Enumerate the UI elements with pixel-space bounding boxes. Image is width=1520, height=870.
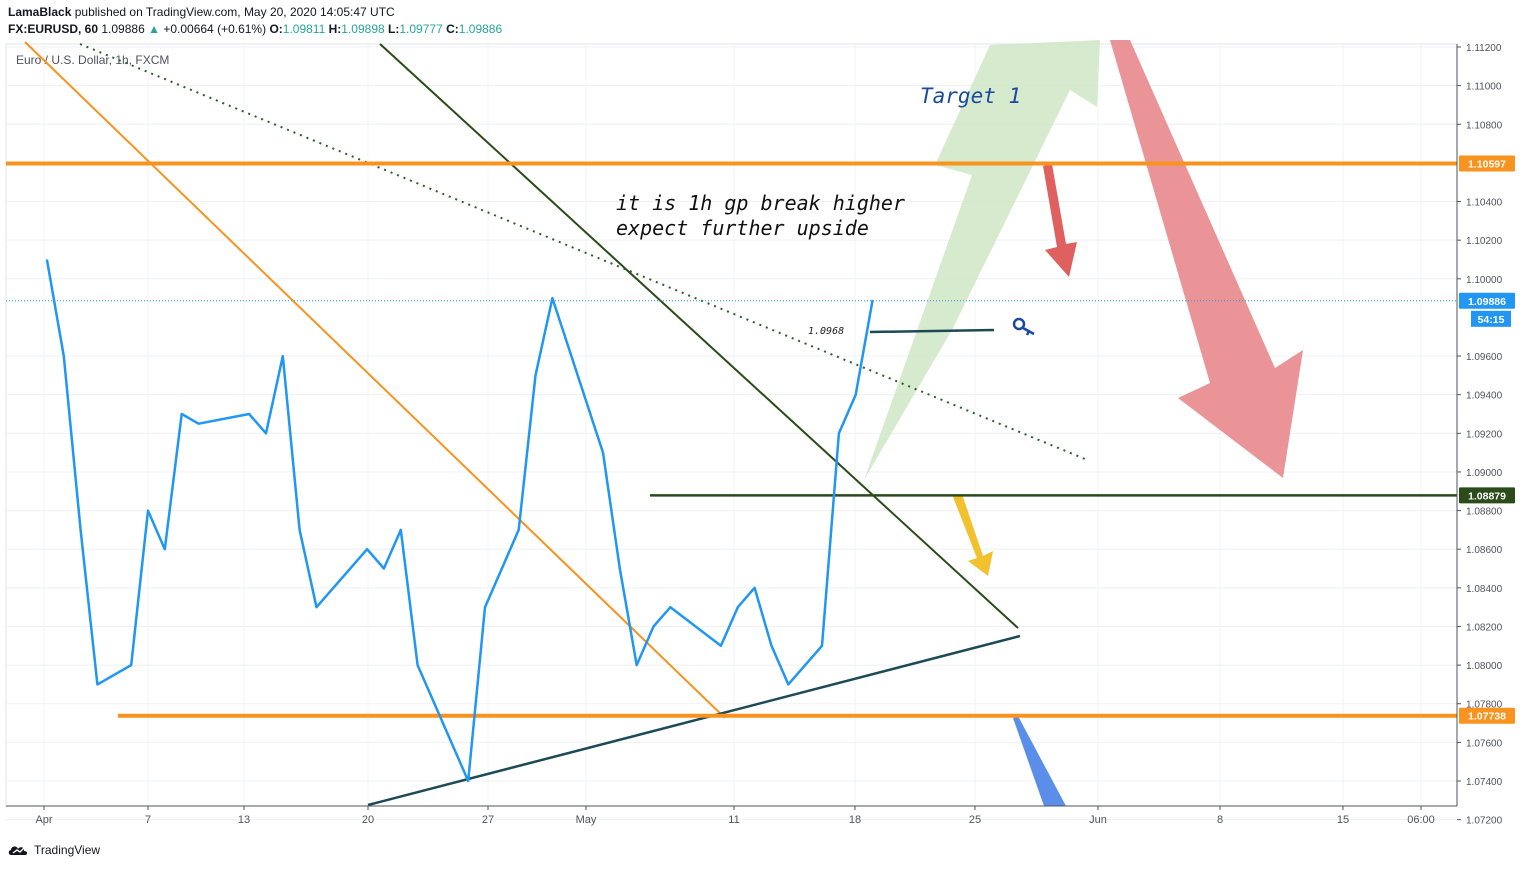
x-tick-label: Apr [35,814,52,826]
x-tick-label: 15 [1337,814,1349,826]
price-label-box[interactable] [1459,487,1515,504]
low-label: L: [388,22,400,36]
price-label-box[interactable] [1459,292,1515,309]
y-tick-label: 1.08600 [1466,545,1503,556]
comment-line-1: it is 1h gp break higher [616,191,905,215]
x-tick-label: 06:00 [1407,814,1435,826]
tradingview-cloud-icon [8,846,28,855]
chart-title: Euro / U.S. Dollar, 1h, FXCM [16,53,169,67]
target-arrow[interactable] [864,40,1100,480]
y-tick-label: 1.11200 [1466,43,1502,54]
high-value: 1.09898 [341,22,385,36]
countdown-text: 54:15 [1478,314,1505,326]
x-tick-label: May [576,814,597,826]
y-tick-label: 1.09200 [1466,429,1503,440]
level-note: 1.0968 [808,326,844,337]
price-label-text: 1.09886 [1468,296,1506,308]
high-label: H: [328,22,342,36]
countdown-box [1471,310,1511,327]
blue-arrow[interactable] [1013,716,1066,806]
y-tick-label: 1.10200 [1466,236,1503,247]
comment-line-2: expect further upside [616,216,869,240]
y-tick-label: 1.07400 [1466,777,1503,788]
y-tick-label: 1.08400 [1466,584,1503,595]
key-icon[interactable] [1012,317,1035,336]
y-tick-label: 1.08200 [1466,622,1503,633]
author-name[interactable]: LamaBlack [8,5,72,19]
y-tick-label: 1.07600 [1466,738,1503,749]
brand-label: TradingView [34,843,101,857]
y-tick-label: 1.09000 [1466,468,1503,479]
y-tick-label: 1.07800 [1466,700,1503,711]
x-tick-label: 27 [482,814,494,826]
x-tick-label: 20 [362,814,374,826]
x-tick-label: 11 [728,814,739,826]
x-tick-label: 13 [238,814,250,826]
price-label-box[interactable] [1459,155,1515,172]
ascending-trendline[interactable] [367,634,1021,807]
big-down-arrow[interactable] [1110,40,1303,478]
symbol-label[interactable]: FX:EURUSD, 60 [8,22,99,36]
y-tick-label: 1.09400 [1466,391,1503,402]
price-label-text: 1.10597 [1468,158,1506,170]
chart-header-ohlc: FX:EURUSD, 60 1.09886 ▲ +0.00664 (+0.61%… [8,22,502,36]
last-price: 1.09886 [101,22,145,36]
x-tick-label: 8 [1217,814,1223,826]
y-tick-label: 1.08800 [1466,507,1503,518]
open-value: 1.09811 [282,22,326,36]
close-value: 1.09886 [458,22,503,36]
open-label: O: [269,22,283,36]
up-triangle-icon: ▲ [148,22,160,36]
price-label-box[interactable] [1459,707,1515,724]
yellow-arrow[interactable] [953,494,993,576]
price-label-text: 1.08879 [1468,490,1506,502]
price-line[interactable] [45,259,874,783]
y-tick-label: 1.10000 [1466,275,1503,286]
y-tick-label: 1.09600 [1466,352,1503,363]
x-tick-label: 18 [849,814,861,826]
publish-info: published on TradingView.com, May 20, 20… [74,5,395,19]
green-descending-trendline[interactable] [379,43,1019,629]
y-tick-label: 1.10400 [1466,198,1503,209]
close-label: C: [446,22,459,36]
annotations: Target 1 it is 1h gp break higher expect… [616,84,1035,337]
tradingview-logo[interactable]: TradingView [8,843,100,857]
drawings-layer [24,40,1303,807]
horizontal-levels [6,161,1457,718]
price-axis[interactable]: 1.11200 1.11000 1.10800 1.10400 1.10200 1.100… [1456,43,1515,827]
price-label-text: 1.07738 [1468,711,1506,723]
time-axis[interactable]: Apr 7 13 20 27 May 11 18 25 Jun 8 15 06:00 [6,805,1457,826]
x-tick-label: Jun [1089,814,1107,826]
small-red-arrow[interactable] [1043,164,1077,277]
orange-descending-trendline[interactable] [24,41,726,719]
x-tick-label: 25 [969,814,981,826]
price-change: +0.00664 (+0.61%) [163,22,267,36]
hourly-high-line[interactable] [869,328,995,334]
y-tick-label: 1.08000 [1466,661,1503,672]
target-label: Target 1 [920,84,1021,108]
y-tick-label: 1.11000 [1466,82,1502,93]
chart-header-publisher: LamaBlack published on TradingView.com, … [8,5,395,19]
x-tick-label: 7 [145,814,151,826]
y-tick-label: 1.07200 [1466,816,1503,827]
low-value: 1.09777 [399,22,443,36]
y-tick-label: 1.10800 [1466,120,1503,131]
